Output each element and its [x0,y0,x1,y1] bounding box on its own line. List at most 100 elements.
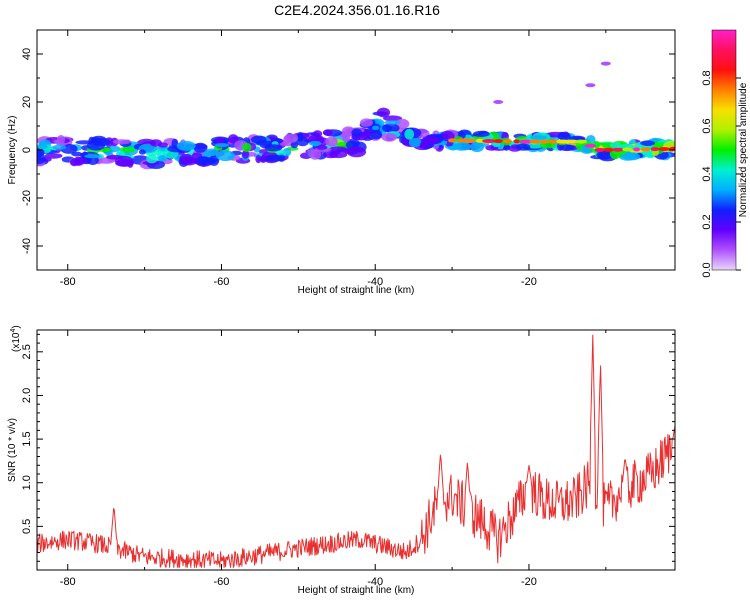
heatmap-cell [384,120,401,125]
heatmap-cell [633,147,640,152]
snr-scale-label: (x104) [10,325,22,352]
heatmap-cell [115,155,134,167]
colorbar-ticks: 0.0 0.2 0.4 0.6 0.8 [701,70,741,278]
heatmap-cell [623,152,640,161]
snr-y-ticks: 0.5 1.0 1.5 2.0 2.5 [21,333,675,562]
y-tick-label: 40 [21,48,33,60]
heatmap-cell [56,135,66,145]
snr-x-axis-label: Height of straight line (km) [298,585,415,596]
y-tick-label: 1.5 [21,431,33,446]
snr-x-ticks: -80 -60 -40 -20 [60,330,607,588]
heatmap-cell [475,138,484,143]
heatmap-cell [658,147,671,151]
x-tick-label: -80 [60,576,76,588]
heatmap-cell [557,132,571,141]
heatmap-cell [312,130,323,138]
heatmap-cell [529,135,548,140]
heatmap-cell [539,142,556,149]
heatmap-cell [404,128,415,140]
heatmap-cell [204,148,219,157]
heatmap-cell [448,138,457,143]
heatmap-cell [559,144,575,152]
colorbar: 0.0 0.2 0.4 0.6 0.8 Normalized spectral ampl… [701,29,749,278]
y-tick-label: 20 [21,96,33,108]
heatmap-cell [44,153,63,159]
heatmap-cell [250,135,267,144]
y-tick-label: 0.5 [21,519,33,534]
snr-frame [36,329,676,571]
figure-title: C2E4.2024.356.01.16.R16 [274,2,440,18]
heatmap-cell [316,145,328,150]
heatmap-cell [383,115,402,122]
heatmap-cell [202,157,217,165]
heatmap-cell [328,151,348,159]
heatmap-cell [119,146,136,153]
heatmap-cell [539,139,550,144]
heatmap-cell [158,155,167,162]
heatmap-cell [456,138,467,143]
x-tick-label: -20 [521,276,537,288]
heatmap-cell [351,128,363,137]
x-tick-label: -80 [60,276,76,288]
heatmap-cell [529,139,541,144]
heatmap-cell [309,140,322,147]
colorbar-tick-label: 0.4 [701,166,713,181]
heatmap-cell [146,154,158,164]
heatmap-cell [322,129,333,136]
heatmap-cell [584,143,597,148]
y-tick-label: -40 [21,238,33,254]
heatmap-cell [73,160,82,166]
heatmap-cell [290,141,299,149]
snr-series-line [37,334,675,568]
heatmap-cell [52,144,67,150]
heatmap-cell [452,142,471,151]
heatmap-cell [585,83,596,88]
heatmap-cell [71,151,83,157]
heatmap-cell [381,132,398,142]
spectrogram-x-axis-label: Height of straight line (km) [298,285,415,296]
colorbar-tick-label: 0.8 [701,70,713,85]
heatmap-cell [193,142,208,153]
heatmap-cell [640,140,655,146]
heatmap-cell [565,139,579,144]
y-tick-label: 0 [21,147,33,153]
heatmap-cell [650,147,660,152]
heatmap-cell [214,143,229,148]
heatmap-cell [493,139,503,144]
x-tick-label: -40 [367,576,383,588]
x-tick-label: -20 [521,576,537,588]
heatmap-cell [216,150,235,161]
colorbar-tick-label: 0.0 [701,262,713,277]
heatmap-cell [264,144,283,152]
y-tick-label: -20 [21,190,33,206]
spectrogram-frame [36,29,676,271]
heatmap-cell [84,154,102,159]
heatmap-cell [277,154,286,162]
heatmap-cell [228,134,239,144]
heatmap-cell [640,147,651,152]
y-tick-label: 1.0 [21,475,33,490]
colorbar-tick-label: 0.6 [701,118,713,133]
x-tick-label: -60 [214,276,230,288]
heatmap-cell [370,129,382,140]
heatmap-cell [470,141,484,153]
heatmap-cell [472,130,490,137]
x-tick-label: -40 [367,276,383,288]
heatmap-cell [112,139,132,145]
snr-y-axis-label: SNR (10 * v/v) [7,418,18,482]
heatmap-cell [513,139,520,144]
heatmap-cell [283,135,291,145]
heatmap-cell [493,100,504,104]
heatmap-cell [180,156,198,166]
heatmap-cell [516,143,531,151]
heatmap-cell [376,107,391,118]
heatmap-cell [612,147,624,152]
colorbar-gradient [711,29,737,271]
snr-background [37,330,675,570]
y-tick-label: 2.5 [21,344,33,359]
heatmap-cell [408,137,422,148]
heatmap-cell [92,138,111,147]
heatmap-cell [171,138,179,149]
heatmap-cell [464,138,477,143]
heatmap-cell [371,125,380,131]
